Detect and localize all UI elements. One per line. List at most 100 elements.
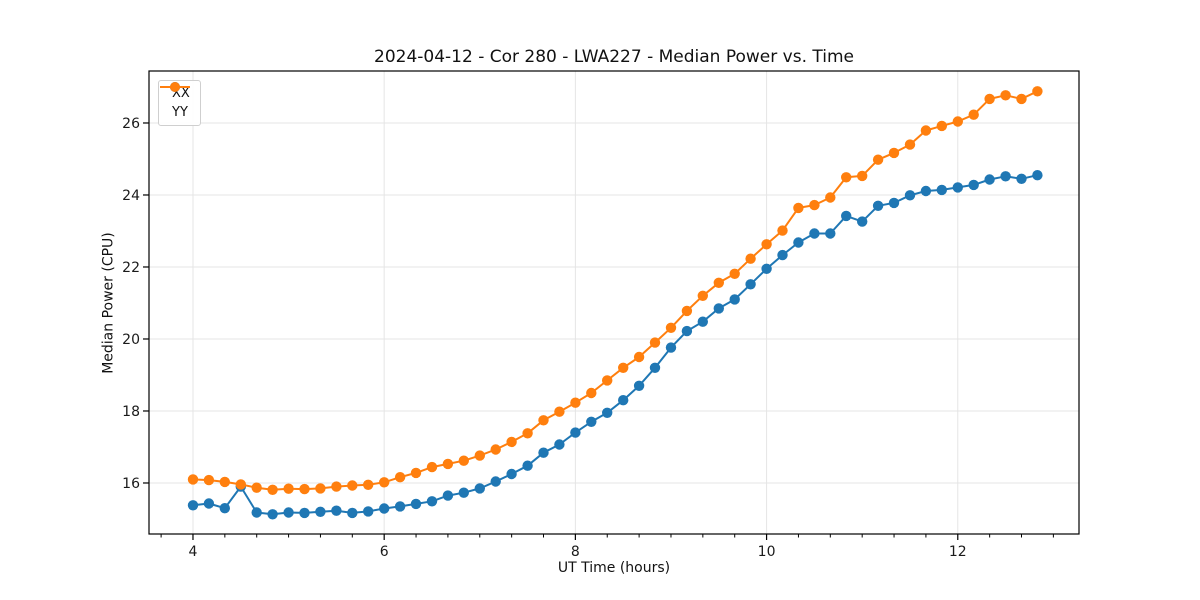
data-point-yy (713, 277, 724, 288)
data-point-xx (267, 509, 278, 520)
data-point-xx (713, 303, 724, 314)
data-point-yy (697, 290, 708, 301)
data-point-yy (426, 461, 438, 473)
data-point-xx (825, 228, 836, 239)
data-point-yy (474, 450, 485, 461)
data-point-xx (857, 216, 868, 227)
legend-label-yy: YY (172, 105, 188, 120)
y-tick-label: 26 (122, 116, 140, 132)
data-point-xx (1000, 171, 1011, 182)
data-point-xx (841, 210, 852, 222)
data-point-xx (203, 498, 215, 509)
data-point-xx (554, 439, 565, 450)
data-point-xx (442, 490, 454, 501)
data-point-xx (474, 483, 485, 494)
data-point-yy (283, 483, 294, 494)
axes-spines (148, 70, 1080, 535)
data-point-yy (793, 202, 804, 214)
data-point-yy (490, 444, 501, 455)
data-point-xx (872, 200, 884, 211)
x-tick-label: 4 (189, 544, 198, 560)
data-point-xx (379, 503, 390, 514)
data-point-yy (331, 481, 342, 492)
data-point-xx (984, 174, 995, 185)
data-point-yy (825, 192, 836, 203)
data-point-xx (697, 316, 708, 327)
legend-line-marker-icon (160, 82, 190, 92)
data-point-xx (633, 380, 645, 391)
data-point-yy (235, 479, 246, 490)
data-point-yy (379, 477, 390, 488)
data-point-xx (1016, 173, 1027, 184)
data-point-yy (968, 109, 979, 120)
data-point-yy (602, 375, 613, 386)
data-point-xx (283, 507, 294, 518)
data-point-yy (522, 428, 533, 439)
data-point-yy (857, 170, 868, 182)
data-point-yy (299, 483, 310, 495)
data-point-yy (458, 455, 469, 466)
y-tick-label: 16 (122, 476, 140, 492)
data-point-xx (793, 237, 804, 248)
data-point-xx (315, 506, 326, 517)
data-point-xx (251, 507, 262, 518)
data-point-xx (347, 507, 358, 519)
legend-item-yy: YY (160, 82, 190, 122)
data-point-yy (1016, 93, 1027, 105)
series-line-yy (192, 90, 1039, 491)
x-tick-label: 12 (949, 544, 967, 560)
data-point-yy (984, 93, 995, 105)
data-point-xx (602, 407, 613, 418)
data-point-yy (554, 406, 565, 417)
data-point-yy (394, 472, 406, 483)
data-point-xx (522, 460, 533, 471)
x-tick-label: 6 (380, 544, 389, 560)
data-point-xx (809, 228, 820, 239)
data-point-xx (331, 505, 342, 516)
data-point-xx (458, 487, 469, 498)
data-point-xx (745, 279, 756, 290)
data-point-yy (745, 253, 756, 264)
data-point-xx (729, 294, 740, 305)
data-point-yy (315, 483, 326, 494)
data-point-yy (538, 415, 549, 426)
data-point-xx (618, 395, 629, 406)
data-point-yy (347, 480, 358, 491)
data-point-yy (681, 305, 693, 317)
data-point-yy (809, 199, 820, 211)
data-point-xx (761, 263, 772, 274)
data-point-xx (538, 447, 549, 458)
data-point-yy (729, 268, 740, 279)
y-tick-label: 18 (122, 404, 140, 420)
data-point-xx (681, 325, 693, 337)
data-point-yy (841, 172, 852, 183)
data-point-xx (649, 362, 661, 373)
data-point-xx (363, 506, 374, 517)
y-tick-label: 22 (122, 260, 140, 276)
data-point-yy (761, 239, 772, 250)
data-point-xx (410, 498, 422, 510)
data-point-yy (570, 397, 581, 408)
data-point-xx (952, 182, 963, 193)
data-point-yy (506, 436, 517, 448)
data-point-xx (219, 503, 230, 514)
data-point-yy (219, 476, 230, 488)
data-point-yy (1032, 86, 1043, 97)
data-point-xx (968, 179, 979, 191)
data-point-yy (410, 467, 422, 479)
y-axis-label: Median Power (CPU) (100, 231, 116, 374)
data-point-yy (586, 387, 597, 399)
data-point-xx (570, 427, 581, 438)
data-point-yy (203, 474, 215, 486)
data-point-yy (777, 225, 788, 236)
data-point-xx (187, 500, 199, 511)
data-point-xx (665, 342, 677, 353)
data-point-xx (920, 185, 932, 197)
data-point-yy (952, 116, 963, 127)
data-point-xx (490, 476, 501, 487)
data-point-xx (888, 197, 900, 209)
data-point-yy (618, 362, 629, 373)
data-point-xx (1032, 170, 1043, 181)
